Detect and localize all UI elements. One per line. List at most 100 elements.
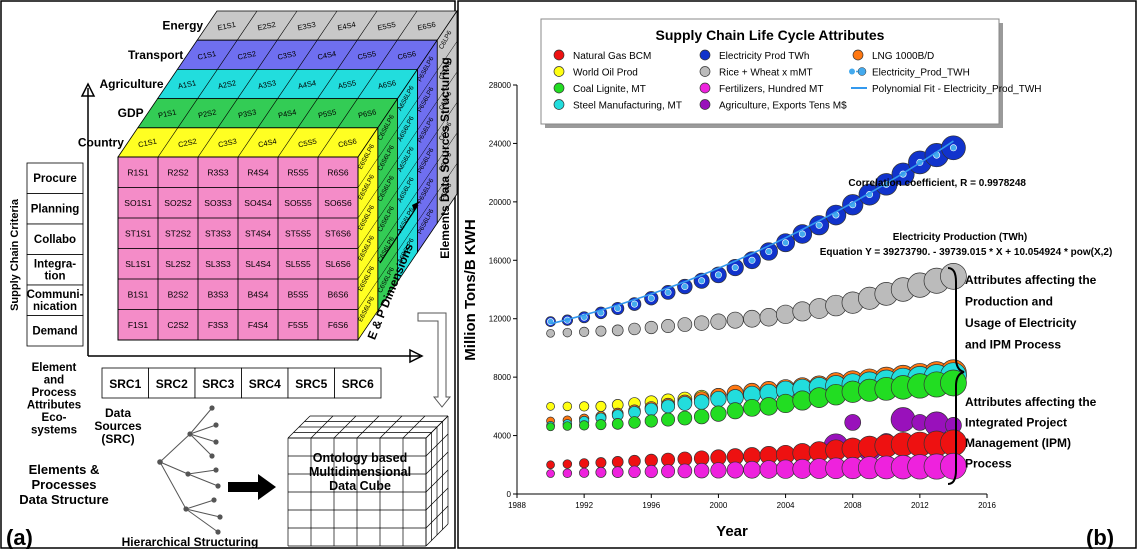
panel-a: E1S1 E2S2 E3S3 E4S4 E5S5 E6S6 C1S1 C2S2 C3S3 C4S4… xyxy=(6,9,458,549)
data-point xyxy=(759,397,779,416)
data-point xyxy=(546,328,555,338)
y-tick-label: 24000 xyxy=(489,139,512,148)
y-tick-label: 4000 xyxy=(493,432,511,441)
tree-node xyxy=(185,471,191,477)
tree-edge xyxy=(189,433,213,457)
legend-swatch xyxy=(699,99,711,110)
criteria-label: Demand xyxy=(32,326,77,338)
text-line: Attributes xyxy=(27,400,81,412)
side-cell-divider xyxy=(377,128,398,159)
legend-swatch xyxy=(553,82,565,94)
cube-side-face: C6LP6C6LP6C6LP6C6LP6C6LP6C6LP6P6S6LP6P6S… xyxy=(357,9,458,342)
text-line: nication xyxy=(33,301,77,313)
source-label: SRC3 xyxy=(202,377,234,391)
legend-swatch xyxy=(699,49,711,61)
side-cell-divider xyxy=(436,71,458,102)
x-tick-label: 2012 xyxy=(911,501,929,510)
note-electricity: Attributes affecting the Production and Us… xyxy=(965,273,1097,352)
data-point xyxy=(595,419,607,431)
data-point xyxy=(595,457,607,469)
tree-leaf-node xyxy=(215,529,221,535)
equation-text: Equation Y = 39273790. - 39739.015 * X +… xyxy=(820,247,1113,258)
layer-cell-label: C6S6 xyxy=(397,49,417,62)
layer-label: Agriculture xyxy=(99,77,163,91)
layer-cell-divider xyxy=(237,127,259,158)
side-cell-divider xyxy=(436,41,458,71)
data-point xyxy=(562,468,573,478)
panel-a-border xyxy=(0,0,456,549)
layer-cell-divider xyxy=(157,127,179,158)
layer-cell-label: A6S6 xyxy=(377,78,397,91)
front-cell-label: SO2S2 xyxy=(164,198,192,208)
front-cell-label: ST5S5 xyxy=(285,228,311,238)
source-label: SRC1 xyxy=(109,377,141,391)
layer-cell-label: E1S1 xyxy=(217,20,237,33)
cube-front-face: R1S1 R2S2 R3S3 R4S4 R5S5 R6S6 SO1S1 SO2S2 SO3S3 S… xyxy=(117,156,359,341)
legend-swatch xyxy=(699,82,711,94)
layer-cell-label: C1S1 xyxy=(137,137,157,150)
data-point xyxy=(743,309,761,328)
text-line: Collabo xyxy=(34,234,76,246)
dimension-arrowhead xyxy=(412,201,420,211)
layer-cell-divider xyxy=(297,40,318,70)
side-cell-divider xyxy=(397,221,418,252)
data-point xyxy=(628,454,641,468)
criteria-title: Supply Chain Criteria xyxy=(9,198,21,311)
data-point xyxy=(611,418,624,430)
data-point xyxy=(661,412,676,427)
text-line: Integra- xyxy=(34,259,76,271)
data-point xyxy=(579,458,590,469)
layer-cell-divider xyxy=(317,127,339,158)
tree-edge xyxy=(187,473,219,487)
side-cell-divider xyxy=(357,219,379,249)
layer-cell-divider xyxy=(316,10,338,41)
text-line: Processes xyxy=(31,477,96,492)
front-cell-label: ST2S2 xyxy=(165,228,191,238)
side-cell-divider xyxy=(377,159,398,189)
note-line: Integrated Project xyxy=(965,416,1067,430)
data-point xyxy=(644,414,658,428)
front-cell-label: B1S1 xyxy=(128,289,149,299)
tree-label: Elements & Processes Data Structure xyxy=(19,462,109,507)
text-line: tion xyxy=(44,271,65,283)
x-tick-label: 2004 xyxy=(777,501,795,510)
electricity-inner-point xyxy=(748,256,756,264)
x-tick-label: 1988 xyxy=(508,501,526,510)
text-line: Elements & xyxy=(29,462,100,477)
layer-cell-label: A5S5 xyxy=(337,78,357,91)
data-point xyxy=(940,369,967,397)
data-point xyxy=(710,405,727,422)
data-point xyxy=(677,463,693,479)
hierarchical-structuring-label: Hierarchical Structuring xyxy=(122,535,259,549)
layer-cell-divider xyxy=(177,98,198,128)
layer-cell-label: C4S4 xyxy=(257,137,277,150)
tree-leaf-node xyxy=(213,422,219,428)
legend-label: Natural Gas BCM xyxy=(573,51,651,62)
source-cell xyxy=(287,367,335,399)
criteria-cell xyxy=(26,193,84,225)
plot-marks xyxy=(545,135,967,480)
layer-cell-label: E5S5 xyxy=(377,20,397,33)
tree-edge xyxy=(189,407,213,435)
legend-swatch xyxy=(553,49,565,61)
front-cell-label: SO6S6 xyxy=(324,198,352,208)
data-point xyxy=(562,327,573,338)
note-line: Attributes affecting the xyxy=(965,395,1097,409)
source-cell xyxy=(241,367,289,399)
dimension-arrow xyxy=(379,204,419,264)
legend-label: LNG 1000B/D xyxy=(872,51,934,62)
legend-items: Natural Gas BCM Electricity Prod TWh LNG 1… xyxy=(553,49,1041,112)
criteria-label: Planning xyxy=(31,204,80,216)
tree-edge xyxy=(159,433,191,463)
layer-labels: Energy Transport Agriculture GDP Country xyxy=(78,19,204,150)
layer-cell-divider xyxy=(356,10,378,41)
front-cell-label: R6S6 xyxy=(327,167,349,177)
data-point xyxy=(775,459,796,479)
front-cell-label: ST3S3 xyxy=(205,228,231,238)
data-point xyxy=(693,462,710,479)
y-tick-label: 28000 xyxy=(489,81,512,90)
layer-cell-label: C1S1 xyxy=(197,49,217,62)
data-point xyxy=(595,400,607,412)
data-point xyxy=(628,416,641,429)
